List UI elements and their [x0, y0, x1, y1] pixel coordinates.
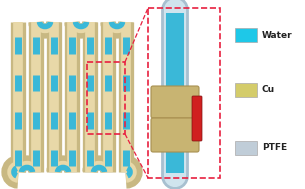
FancyBboxPatch shape — [151, 86, 199, 118]
Bar — [235, 83, 257, 97]
Bar — [87, 62, 125, 134]
Text: PTFE: PTFE — [262, 143, 287, 153]
Bar — [235, 141, 257, 155]
Text: Water: Water — [262, 30, 292, 40]
Text: Cu: Cu — [262, 85, 275, 94]
Bar — [235, 28, 257, 42]
FancyBboxPatch shape — [151, 118, 199, 152]
FancyBboxPatch shape — [192, 96, 202, 141]
Ellipse shape — [170, 124, 180, 138]
Bar — [148, 8, 220, 178]
